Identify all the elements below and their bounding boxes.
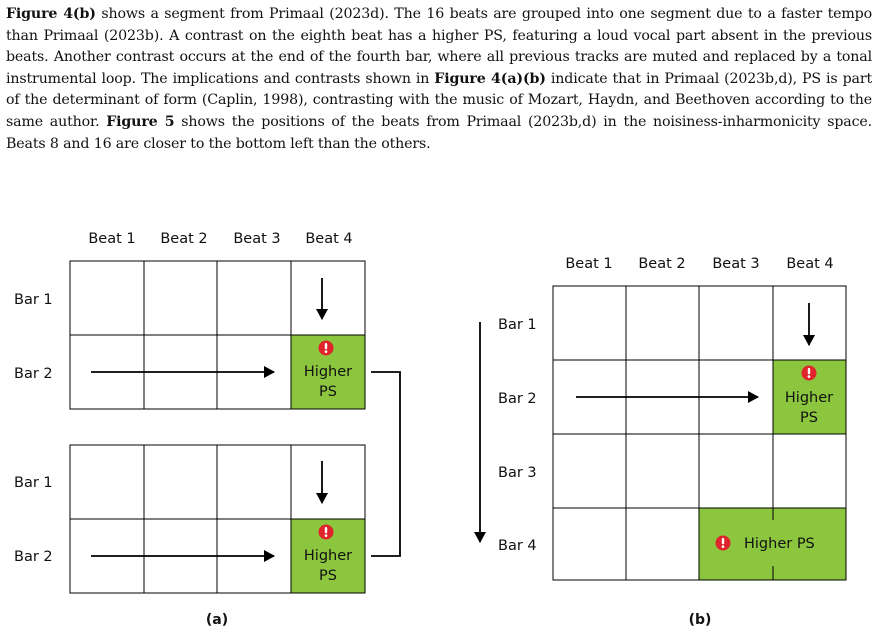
caption-b: (b) <box>689 612 712 628</box>
exclamation-circle-icon <box>318 340 334 356</box>
bar-label-b-2: Bar 2 <box>498 391 537 407</box>
higher-ps-label-line2: PS <box>319 384 337 400</box>
bar-label-a1-2: Bar 2 <box>14 366 53 382</box>
beat-header-4: Beat 4 <box>786 256 833 272</box>
higher-ps-label-line1: Higher <box>304 364 352 380</box>
beat-header-1: Beat 1 <box>88 231 135 247</box>
exclamation-circle-icon <box>318 524 334 540</box>
paragraph-text-2: indicate that in Primaal (2023b,d), PS i… <box>6 70 873 130</box>
paragraph-text-1: shows a segment from Primaal (2023d). Th… <box>6 6 872 87</box>
grid-a2 <box>69 444 366 594</box>
exclamation-circle-icon <box>715 535 731 551</box>
paragraph-text-3: shows the positions of the beats from Pr… <box>6 113 872 152</box>
bar-label-b-1: Bar 1 <box>498 317 537 333</box>
figure-ref-4b: Figure 4(b) <box>6 6 96 22</box>
beat-header-1: Beat 1 <box>565 256 612 272</box>
higher-ps-wide-label: Higher PS <box>744 536 815 552</box>
bar-label-a2-2: Bar 2 <box>14 549 53 565</box>
panel-b: Beat 1 Beat 2 Beat 3 Beat 4 Bar 1 Bar 2 … <box>474 256 847 628</box>
higher-ps-label-line2: PS <box>800 410 818 426</box>
body-paragraph: Figure 4(b) shows a segment from Primaal… <box>6 4 872 155</box>
beat-header-2: Beat 2 <box>160 231 207 247</box>
caption-a: (a) <box>206 612 228 628</box>
higher-ps-label-line1: Higher <box>785 390 833 406</box>
panel-a: Beat 1 Beat 2 Beat 3 Beat 4 Bar 1 Bar 2 … <box>14 231 401 628</box>
bar-label-a2-1: Bar 1 <box>14 475 53 491</box>
grid-b <box>552 285 847 581</box>
figure-ref-4ab: Figure 4(a)(b) <box>434 70 546 87</box>
beat-header-4: Beat 4 <box>305 231 352 247</box>
beat-header-2: Beat 2 <box>638 256 685 272</box>
bar-label-a1-1: Bar 1 <box>14 292 53 308</box>
figure-ref-5: Figure 5 <box>106 113 175 130</box>
exclamation-circle-icon <box>801 365 817 381</box>
bar-label-b-3: Bar 3 <box>498 465 537 481</box>
higher-ps-label-line1: Higher <box>304 548 352 564</box>
bar-label-b-4: Bar 4 <box>498 538 537 554</box>
beat-header-3: Beat 3 <box>712 256 759 272</box>
connector-bracket <box>371 371 401 557</box>
beat-header-3: Beat 3 <box>233 231 280 247</box>
higher-ps-label-line2: PS <box>319 568 337 584</box>
